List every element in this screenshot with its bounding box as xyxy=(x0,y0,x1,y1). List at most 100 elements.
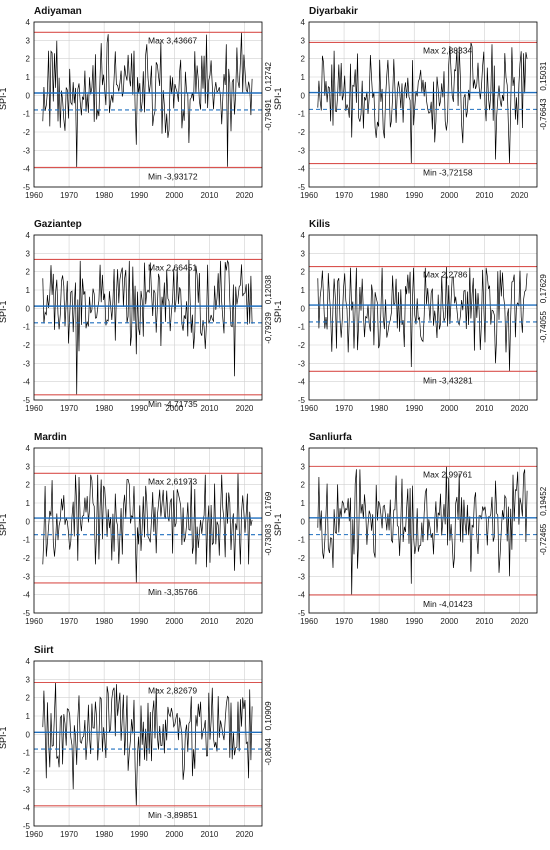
x-tick-label: 2000 xyxy=(440,191,458,200)
upper-threshold-label: 0,12742 xyxy=(264,62,273,91)
y-tick-label: -3 xyxy=(298,359,306,368)
y-tick-label: -5 xyxy=(23,396,31,405)
y-tick-label: 3 xyxy=(301,36,306,45)
y-tick-label: -2 xyxy=(23,767,31,776)
max-annotation: Max 2,99761 xyxy=(423,469,472,479)
upper-threshold-label: 0,1769 xyxy=(264,491,273,516)
upper-threshold-label: 0,19452 xyxy=(539,486,548,515)
y-tick-label: 2 xyxy=(26,268,31,277)
x-tick-label: 2010 xyxy=(200,191,218,200)
lower-threshold-label: -0,79491 xyxy=(264,98,273,130)
x-tick-label: 2010 xyxy=(200,830,218,839)
x-tick-label: 2020 xyxy=(236,191,254,200)
y-tick-label: 0 xyxy=(301,517,306,526)
y-tick-label: -3 xyxy=(23,572,31,581)
station-title: Mardin xyxy=(34,432,67,443)
station-title: Gaziantep xyxy=(34,219,82,230)
y-tick-label: -5 xyxy=(298,183,306,192)
min-annotation: Min -3,93172 xyxy=(148,171,198,181)
x-tick-label: 1990 xyxy=(130,191,148,200)
min-annotation: Min -3,72158 xyxy=(423,168,473,178)
y-tick-label: -4 xyxy=(298,378,306,387)
y-tick-label: -5 xyxy=(23,822,31,831)
y-tick-label: -5 xyxy=(23,609,31,618)
y-tick-label: -4 xyxy=(298,165,306,174)
y-tick-label: 0 xyxy=(301,91,306,100)
y-tick-label: 2 xyxy=(26,694,31,703)
max-annotation: Max 2,82679 xyxy=(148,686,197,696)
lower-threshold-label: -0,74055 xyxy=(539,311,548,343)
y-tick-label: 1 xyxy=(26,499,31,508)
spi-series-line xyxy=(42,473,253,583)
panel-diyarbakir: Diyarbakir SPI-1 1960 1970 1980 1990 2000 2010 2… xyxy=(273,0,550,210)
y-tick-label: -4 xyxy=(23,804,31,813)
x-tick-label: 2010 xyxy=(475,404,493,413)
y-tick-label: 2 xyxy=(301,268,306,277)
y-tick-label: 4 xyxy=(26,18,31,27)
panel-kilis: Kilis SPI-1 1960 1970 1980 1990 2000 2010 2020 -5… xyxy=(273,213,550,423)
y-tick-label: 1 xyxy=(301,499,306,508)
x-tick-label: 1970 xyxy=(60,404,78,413)
y-tick-label: -1 xyxy=(23,749,31,758)
x-tick-label: 1970 xyxy=(335,404,353,413)
x-tick-label: 1970 xyxy=(335,191,353,200)
y-tick-label: 1 xyxy=(301,73,306,82)
spi-series-line xyxy=(42,682,253,806)
x-tick-label: 1960 xyxy=(300,404,318,413)
plot-frame xyxy=(308,447,538,614)
panel-siirt: Siirt SPI-1 1960 1970 1980 1990 2000 2010 2020 -5… xyxy=(0,639,275,849)
x-tick-label: 1970 xyxy=(60,191,78,200)
x-tick-label: 2020 xyxy=(236,617,254,626)
min-annotation: Min -4,01423 xyxy=(423,599,473,609)
spi-chart: 1960 1970 1980 1990 2000 2010 2020 -5 -4 -3 -2 -1 0 1… xyxy=(23,444,273,626)
y-tick-label: 4 xyxy=(26,657,31,666)
plot-frame xyxy=(33,447,263,614)
x-tick-label: 1990 xyxy=(130,830,148,839)
x-tick-label: 1980 xyxy=(370,404,388,413)
x-tick-label: 1990 xyxy=(130,404,148,413)
x-tick-label: 1970 xyxy=(335,617,353,626)
x-tick-label: 1990 xyxy=(130,617,148,626)
plot-frame xyxy=(308,21,538,188)
x-tick-label: 1960 xyxy=(25,617,43,626)
x-tick-label: 2020 xyxy=(511,191,529,200)
spi-chart: 1960 1970 1980 1990 2000 2010 2020 -5 -4 -3 -2 -1 0 1… xyxy=(298,231,548,413)
y-tick-label: 1 xyxy=(26,712,31,721)
min-annotation: Min -3,35766 xyxy=(148,587,198,597)
x-tick-label: 1980 xyxy=(370,617,388,626)
y-tick-label: 0 xyxy=(301,304,306,313)
y-tick-label: -2 xyxy=(23,341,31,350)
y-tick-label: 4 xyxy=(26,231,31,240)
lower-threshold-label: -0,73083 xyxy=(264,524,273,556)
x-tick-label: 1980 xyxy=(95,404,113,413)
x-tick-label: 2000 xyxy=(165,830,183,839)
y-tick-label: 3 xyxy=(301,249,306,258)
plot-frame xyxy=(308,234,538,401)
x-tick-label: 2020 xyxy=(511,617,529,626)
y-tick-label: -2 xyxy=(23,128,31,137)
y-tick-label: 1 xyxy=(26,286,31,295)
station-title: Siirt xyxy=(34,645,54,656)
x-tick-label: 1970 xyxy=(60,617,78,626)
y-tick-label: -3 xyxy=(23,785,31,794)
y-tick-label: 1 xyxy=(26,73,31,82)
y-tick-label: 4 xyxy=(301,444,306,453)
panel-gaziantep: Gaziantep SPI-1 1960 1970 1980 1990 2000 2010 20… xyxy=(0,213,275,423)
y-tick-label: -5 xyxy=(298,396,306,405)
spi-series-line xyxy=(42,259,253,395)
x-tick-label: 1960 xyxy=(300,191,318,200)
x-tick-label: 2020 xyxy=(511,404,529,413)
spi-chart: 1960 1970 1980 1990 2000 2010 2020 -5 -4 -3 -2 -1 0 1… xyxy=(298,444,548,626)
min-annotation: Min -3,43281 xyxy=(423,375,473,385)
y-tick-label: -2 xyxy=(298,341,306,350)
plot-frame xyxy=(33,21,263,188)
lower-threshold-label: -0,76643 xyxy=(539,98,548,130)
x-tick-label: 1960 xyxy=(300,617,318,626)
y-tick-label: 0 xyxy=(26,730,31,739)
y-tick-label: -3 xyxy=(23,146,31,155)
max-annotation: Max 2,2786 xyxy=(423,270,468,280)
y-tick-label: 0 xyxy=(26,91,31,100)
min-annotation: Min -4,71735 xyxy=(148,399,198,409)
y-tick-label: 0 xyxy=(26,517,31,526)
y-tick-label: -2 xyxy=(298,554,306,563)
